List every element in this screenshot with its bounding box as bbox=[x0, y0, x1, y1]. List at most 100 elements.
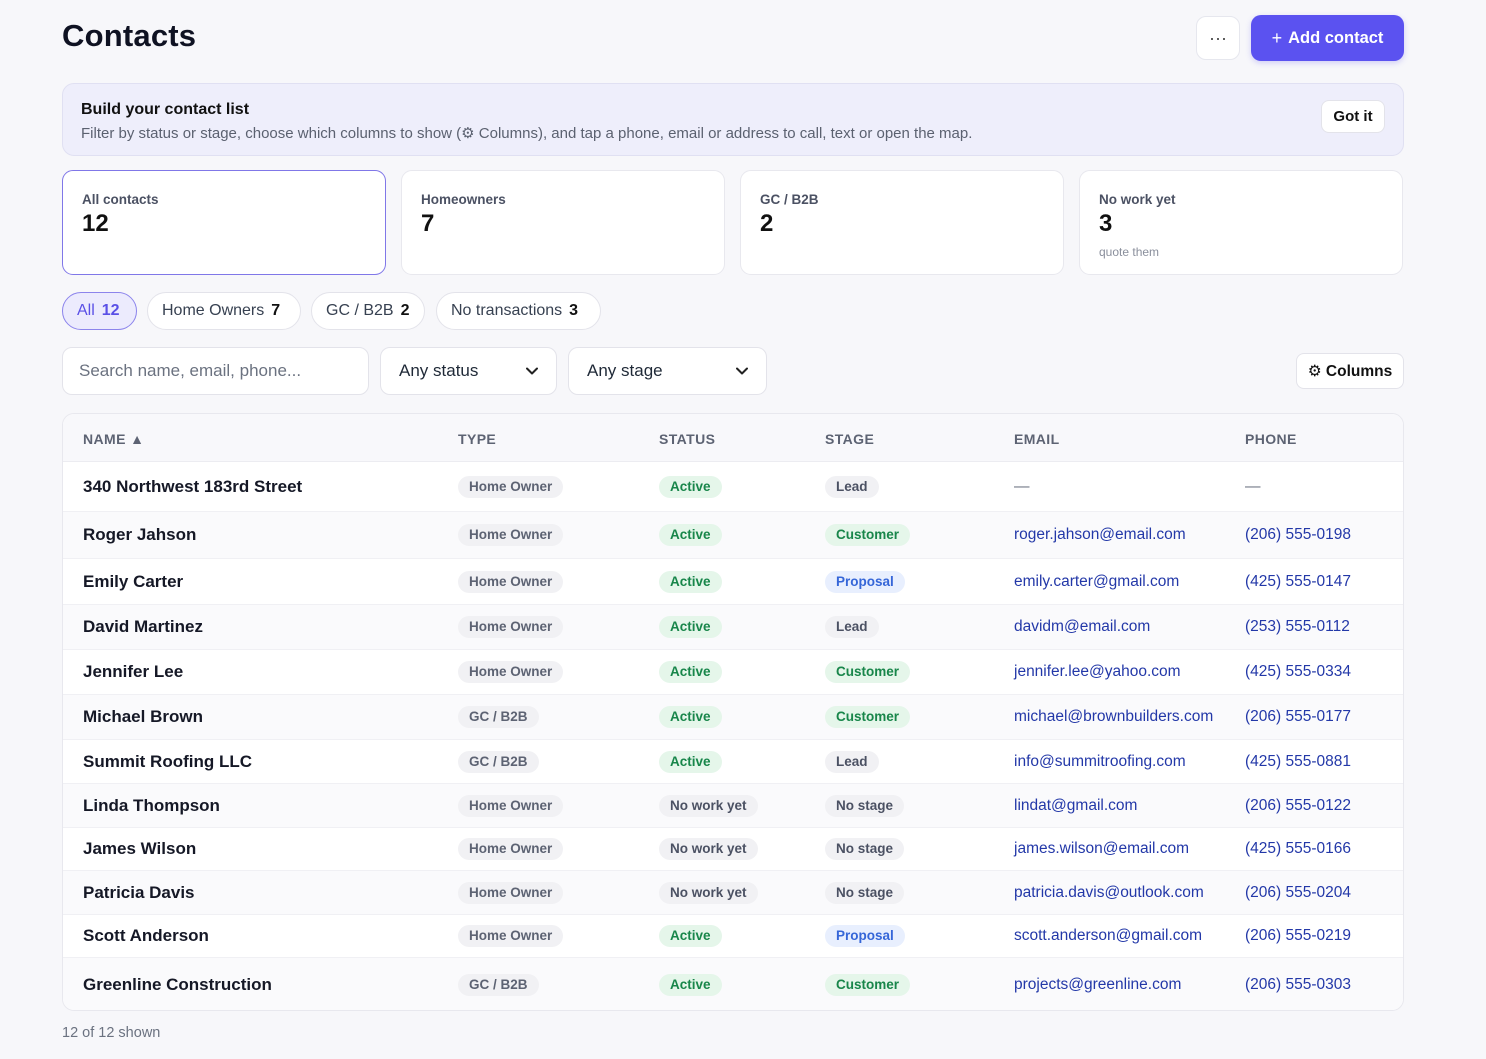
table-row[interactable]: James Wilson Home Owner No work yet No stag… bbox=[63, 828, 1403, 871]
contact-name[interactable]: James Wilson bbox=[83, 839, 197, 858]
column-header-type[interactable]: TYPE bbox=[458, 431, 497, 447]
stage-badge: Customer bbox=[825, 706, 911, 728]
phone-link[interactable]: (253) 555-0112 bbox=[1245, 618, 1350, 635]
table-row[interactable]: David Martinez Home Owner Active Lead davidm… bbox=[63, 605, 1403, 650]
email-link[interactable]: projects@greenline.com bbox=[1014, 975, 1182, 993]
columns-button[interactable]: ⚙ Columns bbox=[1296, 353, 1404, 389]
phone-link[interactable]: (206) 555-0122 bbox=[1245, 796, 1351, 814]
contact-name[interactable]: Scott Anderson bbox=[83, 926, 209, 945]
add-contact-label: Add contact bbox=[1288, 28, 1384, 47]
email-link[interactable]: scott.anderson@gmail.com bbox=[1014, 927, 1203, 944]
contact-name[interactable]: 340 Northwest 183rd Street bbox=[83, 476, 303, 496]
email-link[interactable]: james.wilson@email.com bbox=[1014, 840, 1190, 857]
email-link[interactable]: patricia.davis@outlook.com bbox=[1014, 883, 1204, 901]
stat-label: GC / B2B bbox=[760, 192, 819, 207]
more-options-button[interactable]: ··· bbox=[1196, 16, 1240, 60]
pill-home-owners[interactable]: Home Owners 7 bbox=[147, 292, 301, 330]
status-cell: No work yet bbox=[659, 838, 758, 860]
contact-name[interactable]: Summit Roofing LLC bbox=[83, 751, 253, 771]
table-row[interactable]: Michael Brown GC / B2B Active Customer micha… bbox=[63, 695, 1403, 740]
column-header-status[interactable]: STATUS bbox=[659, 431, 716, 447]
phone-link[interactable]: (425) 555-0147 bbox=[1245, 572, 1351, 590]
contact-name[interactable]: Greenline Construction bbox=[83, 974, 272, 994]
type-cell: Home Owner bbox=[458, 881, 564, 904]
phone-link[interactable]: (425) 555-0334 bbox=[1245, 663, 1351, 680]
table-row[interactable]: Summit Roofing LLC GC / B2B Active Lead info… bbox=[63, 740, 1403, 784]
stage-cell: No stage bbox=[825, 794, 905, 817]
column-header-email[interactable]: EMAIL bbox=[1014, 431, 1060, 447]
pill-count: 12 bbox=[101, 302, 120, 319]
stage-select[interactable]: Any stage bbox=[568, 347, 767, 395]
table-row[interactable]: Jennifer Lee Home Owner Active Customer jenn… bbox=[63, 650, 1403, 695]
phone-link[interactable]: (425) 555-0881 bbox=[1245, 752, 1351, 770]
email-link[interactable]: davidm@email.com bbox=[1014, 618, 1151, 635]
stage-badge: Customer bbox=[825, 973, 911, 996]
email-link[interactable]: jennifer.lee@yahoo.com bbox=[1014, 663, 1181, 680]
table-row[interactable]: Patricia Davis Home Owner No work yet No st… bbox=[63, 871, 1403, 915]
table-row[interactable]: Emily Carter Home Owner Active Proposal emil… bbox=[63, 559, 1403, 605]
table-row[interactable]: Linda Thompson Home Owner No work yet No st… bbox=[63, 784, 1403, 828]
phone-link[interactable]: (206) 555-0177 bbox=[1245, 708, 1351, 725]
email-link[interactable]: emily.carter@gmail.com bbox=[1014, 572, 1180, 590]
stat-card-gc-b2b[interactable]: GC / B2B 2 bbox=[740, 170, 1064, 275]
stage-badge: Customer bbox=[825, 524, 911, 546]
contact-name[interactable]: Michael Brown bbox=[83, 707, 203, 726]
stat-card-all-contacts[interactable]: All contacts 12 bbox=[62, 170, 386, 275]
type-cell: Home Owner bbox=[458, 616, 564, 638]
type-badge: Home Owner bbox=[458, 475, 564, 498]
email-link[interactable]: lindat@gmail.com bbox=[1014, 796, 1138, 814]
stat-label: No work yet bbox=[1099, 192, 1176, 207]
status-select[interactable]: Any status bbox=[380, 347, 557, 395]
table-row[interactable]: Greenline Construction GC / B2B Active Cust… bbox=[63, 958, 1403, 1010]
contact-name[interactable]: David Martinez bbox=[83, 617, 203, 636]
email-link[interactable]: michael@brownbuilders.com bbox=[1014, 708, 1214, 725]
stat-value: 2 bbox=[760, 210, 774, 237]
type-cell: Home Owner bbox=[458, 661, 564, 683]
type-cell: GC / B2B bbox=[458, 706, 539, 728]
contact-name[interactable]: Jennifer Lee bbox=[83, 662, 184, 681]
chevron-down-icon bbox=[526, 367, 538, 375]
phone-link[interactable]: (206) 555-0303 bbox=[1245, 975, 1351, 993]
stat-card-homeowners[interactable]: Homeowners 7 bbox=[401, 170, 725, 275]
contact-name[interactable]: Patricia Davis bbox=[83, 882, 195, 902]
status-cell: Active bbox=[659, 925, 722, 947]
stage-badge: Lead bbox=[825, 616, 879, 638]
stage-cell: Proposal bbox=[825, 570, 905, 593]
status-badge: No work yet bbox=[659, 794, 758, 817]
pill-no-transactions[interactable]: No transactions 3 bbox=[436, 292, 601, 330]
stat-value: 12 bbox=[82, 210, 109, 237]
phone-link[interactable]: (206) 555-0198 bbox=[1245, 526, 1351, 543]
stage-cell: Lead bbox=[825, 616, 879, 638]
got-it-button[interactable]: Got it bbox=[1321, 100, 1385, 133]
phone-link[interactable]: (425) 555-0166 bbox=[1245, 840, 1351, 857]
phone-link[interactable]: (206) 555-0204 bbox=[1245, 883, 1351, 901]
type-badge: Home Owner bbox=[458, 925, 564, 947]
pill-all[interactable]: All 12 bbox=[62, 292, 137, 330]
table-row[interactable]: Scott Anderson Home Owner Active Proposal sc… bbox=[63, 915, 1403, 958]
contact-name[interactable]: Emily Carter bbox=[83, 571, 184, 591]
table-row[interactable]: Roger Jahson Home Owner Active Customer roge… bbox=[63, 512, 1403, 559]
phone-link[interactable]: (206) 555-0219 bbox=[1245, 927, 1351, 944]
type-badge: Home Owner bbox=[458, 616, 564, 638]
status-badge: No work yet bbox=[659, 838, 758, 860]
status-badge: Active bbox=[659, 661, 722, 683]
email-link[interactable]: info@summitroofing.com bbox=[1014, 752, 1186, 770]
contact-name[interactable]: Roger Jahson bbox=[83, 525, 197, 544]
search-input[interactable] bbox=[62, 347, 369, 395]
column-header-name[interactable]: NAME ▲ bbox=[83, 431, 145, 447]
table-row[interactable]: 340 Northwest 183rd Street Home Owner Acti… bbox=[63, 462, 1403, 512]
type-cell: Home Owner bbox=[458, 524, 564, 546]
status-badge: No work yet bbox=[659, 881, 758, 904]
stage-cell: Customer bbox=[825, 524, 911, 546]
stat-card-no-work-yet[interactable]: No work yet 3 quote them bbox=[1079, 170, 1403, 275]
add-contact-button[interactable]: + Add contact bbox=[1251, 15, 1404, 61]
contact-name[interactable]: Linda Thompson bbox=[83, 795, 220, 815]
plus-icon: + bbox=[1271, 27, 1283, 48]
pill-gc-b2b[interactable]: GC / B2B 2 bbox=[311, 292, 425, 330]
stage-select-value: Any stage bbox=[587, 361, 663, 380]
email-link[interactable]: roger.jahson@email.com bbox=[1014, 526, 1186, 543]
column-header-phone[interactable]: PHONE bbox=[1245, 431, 1297, 447]
status-cell: Active bbox=[659, 475, 722, 498]
column-header-stage[interactable]: STAGE bbox=[825, 431, 875, 447]
type-cell: GC / B2B bbox=[458, 973, 539, 996]
